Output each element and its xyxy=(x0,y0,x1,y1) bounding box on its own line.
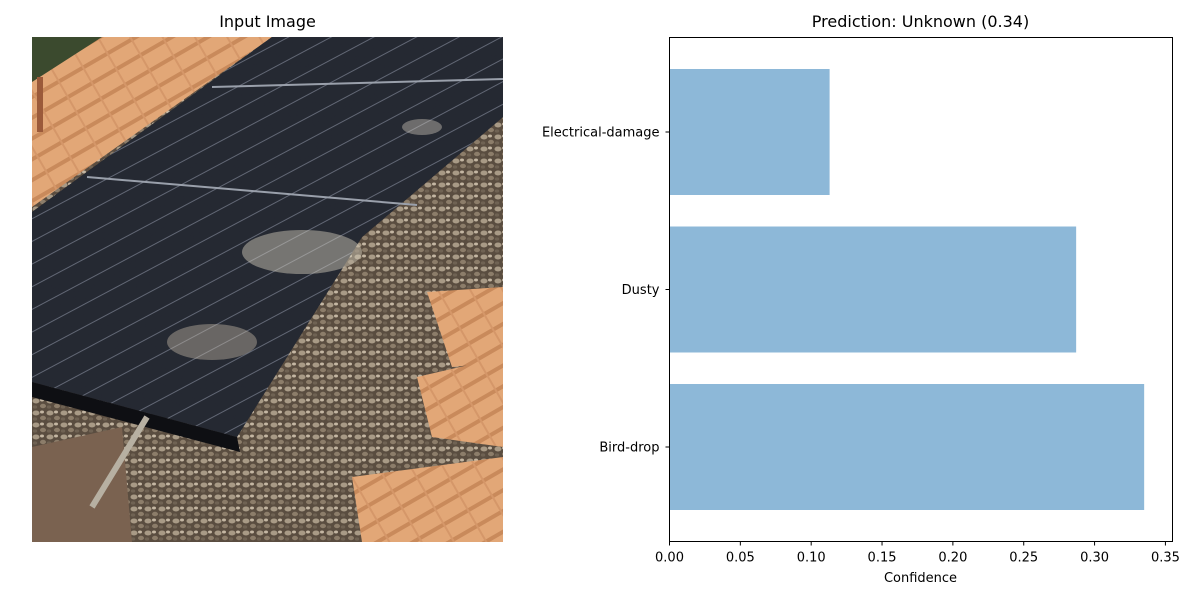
x-axis-label: Confidence xyxy=(884,571,957,586)
solar-panel-photo xyxy=(32,37,503,542)
x-tick-label: 0.00 xyxy=(655,551,684,566)
image-title: Input Image xyxy=(219,12,316,31)
bar-bird-drop xyxy=(669,384,1145,510)
x-tick-label: 0.15 xyxy=(868,551,897,566)
chart-title: Prediction: Unknown (0.34) xyxy=(811,12,1030,31)
y-tick-label: Bird-drop xyxy=(599,441,659,456)
x-tick-label: 0.10 xyxy=(797,551,826,566)
bar-dusty xyxy=(669,226,1077,353)
x-tick-label: 0.30 xyxy=(1080,551,1109,566)
plot-frame xyxy=(669,37,1173,542)
x-tick-label: 0.20 xyxy=(938,551,967,566)
y-tick-label: Electrical-damage xyxy=(542,126,660,141)
y-tick-label: Dusty xyxy=(622,283,660,298)
x-tick-label: 0.35 xyxy=(1151,551,1180,566)
x-tick-label: 0.25 xyxy=(1009,551,1038,566)
bar-electrical-damage xyxy=(669,69,830,195)
x-tick-label: 0.05 xyxy=(726,551,755,566)
